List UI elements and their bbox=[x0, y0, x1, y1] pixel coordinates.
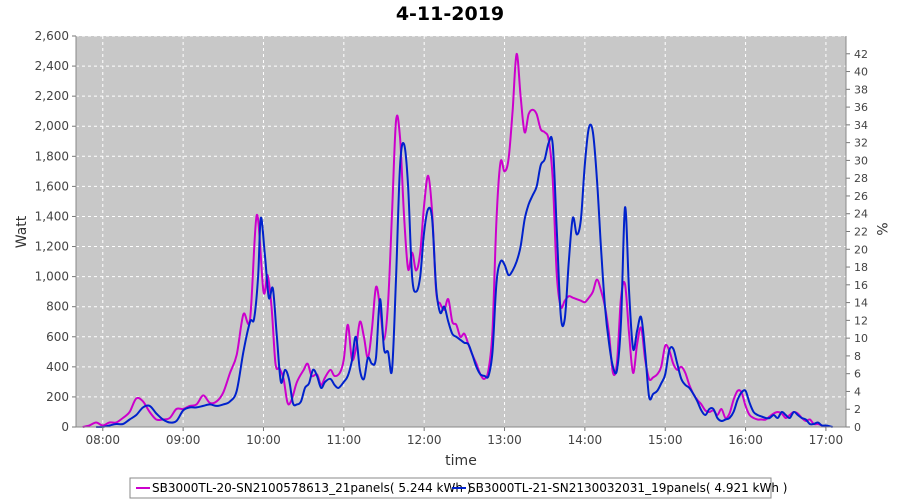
series-layer bbox=[82, 52, 833, 428]
y2-tick-label: 16 bbox=[854, 279, 868, 292]
y2-tick-label: 0 bbox=[854, 421, 861, 434]
y2-tick-label: 20 bbox=[854, 243, 868, 256]
y2-tick-label: 4 bbox=[854, 385, 861, 398]
y-tick-label: 2,400 bbox=[35, 59, 69, 73]
x-tick-label: 13:00 bbox=[487, 433, 522, 447]
x-tick-label: 15:00 bbox=[648, 433, 683, 447]
y-tick-label: 1,000 bbox=[35, 270, 69, 284]
x-axis-label: time bbox=[445, 453, 477, 469]
y2-tick-label: 14 bbox=[854, 297, 868, 310]
y2-tick-label: 10 bbox=[854, 332, 868, 345]
x-tick-label: 10:00 bbox=[246, 433, 281, 447]
y2-tick-label: 28 bbox=[854, 172, 868, 185]
series-line-2 bbox=[96, 123, 833, 428]
x-tick-label: 08:00 bbox=[85, 433, 120, 447]
plot-area bbox=[76, 36, 846, 427]
x-tick-label: 16:00 bbox=[728, 433, 763, 447]
x-tick-label: 14:00 bbox=[568, 433, 603, 447]
y2-tick-label: 2 bbox=[854, 403, 861, 416]
legend bbox=[129, 477, 772, 499]
y2-tick-label: 18 bbox=[854, 261, 868, 274]
y-tick-label: 2,600 bbox=[35, 29, 69, 43]
y-tick-label: 800 bbox=[46, 300, 69, 314]
y-tick-label: 1,400 bbox=[35, 209, 69, 223]
chart-title: 4-11-2019 bbox=[396, 3, 504, 25]
y2-tick-label: 26 bbox=[854, 190, 868, 203]
y2-tick-label: 6 bbox=[854, 368, 861, 381]
y-axis-label: Watt bbox=[14, 215, 30, 248]
y-tick-label: 200 bbox=[46, 390, 69, 404]
y-tick-label: 1,600 bbox=[35, 179, 69, 193]
y2-tick-label: 32 bbox=[854, 137, 868, 150]
x-axis: 08:00 09:00 10:00 11:00 12:00 13:00 14:00 15:00… bbox=[76, 426, 846, 447]
grid bbox=[76, 35, 846, 428]
y2-tick-label: 36 bbox=[854, 101, 868, 114]
y2-tick-label: 30 bbox=[854, 154, 868, 167]
y-tick-label: 2,000 bbox=[35, 119, 69, 133]
x-tick-label: 09:00 bbox=[166, 433, 201, 447]
y2-tick-label: 38 bbox=[854, 83, 868, 96]
y2-tick-label: 24 bbox=[854, 208, 868, 221]
y2-tick-label: 40 bbox=[854, 66, 868, 79]
x-tick-label: 11:00 bbox=[327, 433, 362, 447]
y2-tick-label: 8 bbox=[854, 350, 861, 363]
y2-axis-label: % bbox=[873, 222, 889, 235]
legend-label-2: SB3000TL-21-SN2130032031_19panels( 4.921… bbox=[468, 481, 787, 495]
y-tick-label: 0 bbox=[61, 420, 69, 434]
y-tick-label: 400 bbox=[46, 360, 69, 374]
y2-tick-label: 34 bbox=[854, 119, 868, 132]
y-tick-label: 1,200 bbox=[35, 240, 69, 254]
y-tick-label: 1,800 bbox=[35, 149, 69, 163]
x-tick-label: 12:00 bbox=[407, 433, 442, 447]
legend-items: SB3000TL-20-SN2100578613_21panels( 5.244… bbox=[136, 481, 787, 495]
y-axis-left: 0 200 400 600 800 1,000 1,200 1,400 1,600 1,800 2,… bbox=[35, 29, 77, 434]
x-tick-label: 17:00 bbox=[809, 433, 844, 447]
legend-label-1: SB3000TL-20-SN2100578613_21panels( 5.244… bbox=[152, 481, 471, 495]
y-tick-label: 2,200 bbox=[35, 89, 69, 103]
y-tick-label: 600 bbox=[46, 330, 69, 344]
y2-tick-label: 42 bbox=[854, 48, 868, 61]
y2-tick-label: 22 bbox=[854, 226, 868, 239]
y2-tick-label: 12 bbox=[854, 314, 868, 327]
